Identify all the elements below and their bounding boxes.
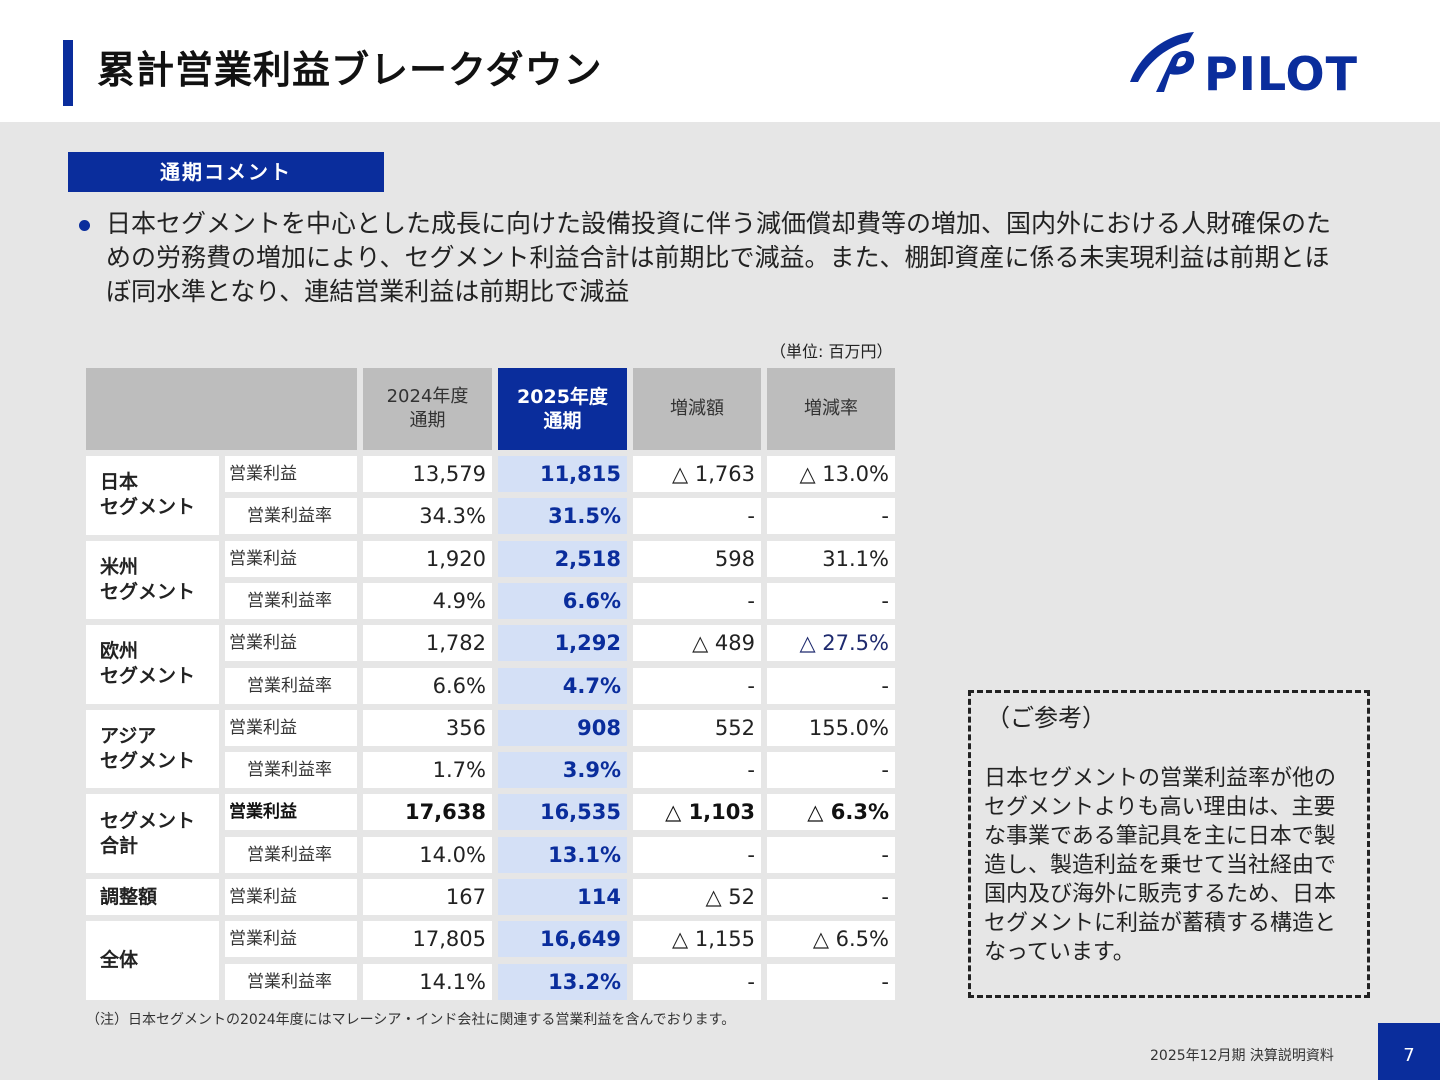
value-diff: △ 52 (633, 879, 761, 915)
segment-name: 米州 セグメント (86, 540, 219, 620)
segment-name: 欧州 セグメント (86, 625, 219, 704)
value-2024: 1.7% (363, 752, 492, 789)
value-2025: 2,518 (498, 540, 627, 577)
value-diff: 598 (633, 540, 761, 577)
header (0, 0, 1440, 122)
value-diff: - (633, 667, 761, 704)
value-2024: 1,920 (363, 540, 492, 577)
segment-name: アジア セグメント (86, 709, 219, 789)
value-diff: - (633, 836, 761, 873)
title-accent-bar (63, 40, 73, 106)
value-2025: 4.7% (498, 667, 627, 704)
value-rate: - (767, 963, 895, 1000)
row-label: 営業利益 (225, 921, 357, 958)
page-title: 累計営業利益ブレークダウン (97, 48, 603, 92)
row-label: 営業利益率 (225, 667, 357, 704)
row-label: 営業利益 (225, 879, 357, 915)
value-diff: - (633, 582, 761, 619)
value-rate: △ 6.3% (767, 794, 895, 831)
table-note: （注）日本セグメントの2024年度にはマレーシア・インド会社に関連する営業利益を… (86, 1012, 736, 1028)
row-label: 営業利益率 (225, 582, 357, 619)
value-2025: 908 (498, 709, 627, 746)
value-2024: 356 (363, 709, 492, 746)
value-2024: 17,805 (363, 921, 492, 958)
value-2025: 114 (498, 879, 627, 915)
value-rate: - (767, 498, 895, 535)
value-diff: △ 1,155 (633, 921, 761, 958)
value-2024: 14.1% (363, 963, 492, 1000)
header-rate: 増減率 (767, 368, 895, 450)
row-label: 営業利益 (225, 540, 357, 577)
logo-text: PILOT (1204, 47, 1358, 101)
header-2025: 2025年度 通期 (498, 368, 627, 450)
row-label: 営業利益率 (225, 752, 357, 789)
value-diff: - (633, 752, 761, 789)
value-2025: 13.2% (498, 963, 627, 1000)
segment-name: 全体 (86, 921, 219, 1000)
segment-name: 調整額 (86, 879, 219, 915)
value-2025: 16,649 (498, 921, 627, 958)
pilot-logo-icon (1130, 32, 1195, 92)
value-rate: - (767, 879, 895, 915)
value-2024: 13,579 (363, 456, 492, 492)
comment-text: 日本セグメントを中心とした成長に向けた設備投資に伴う減価償却費等の増加、国内外に… (106, 209, 1332, 306)
value-2025: 3.9% (498, 752, 627, 789)
value-diff: △ 489 (633, 625, 761, 662)
value-rate: - (767, 836, 895, 873)
footer-doc-title: 2025年12月期 決算説明資料 (1150, 1048, 1334, 1064)
value-diff: △ 1,103 (633, 794, 761, 831)
row-label: 営業利益 (225, 456, 357, 492)
value-rate: △ 6.5% (767, 921, 895, 958)
value-diff: - (633, 963, 761, 1000)
row-label: 営業利益率 (225, 836, 357, 873)
reference-box (968, 690, 1370, 998)
row-label: 営業利益率 (225, 963, 357, 1000)
reference-title: （ご参考） (986, 704, 1106, 732)
value-rate: - (767, 582, 895, 619)
row-label: 営業利益 (225, 709, 357, 746)
value-2024: 34.3% (363, 498, 492, 535)
value-2024: 17,638 (363, 794, 492, 831)
row-label: 営業利益 (225, 625, 357, 662)
row-label: 営業利益率 (225, 498, 357, 535)
reference-text: 日本セグメントの営業利益率が他のセグメントよりも高い理由は、主要な事業である筆記… (984, 766, 1337, 965)
value-rate: △ 13.0% (767, 456, 895, 492)
value-2025: 31.5% (498, 498, 627, 535)
row-label: 営業利益 (225, 794, 357, 831)
value-rate: - (767, 667, 895, 704)
comment-label: 通期コメント (68, 152, 384, 192)
value-2024: 4.9% (363, 582, 492, 619)
header-2024: 2024年度 通期 (363, 368, 492, 450)
header-blank (86, 368, 357, 450)
header-diff: 増減額 (633, 368, 761, 450)
bullet-icon (79, 220, 90, 231)
unit-label: （単位: 百万円） (770, 342, 893, 361)
segment-name: 日本 セグメント (86, 456, 219, 535)
value-rate: 31.1% (767, 540, 895, 577)
value-2025: 11,815 (498, 456, 627, 492)
page-number: 7 (1378, 1023, 1440, 1080)
value-diff: △ 1,763 (633, 456, 761, 492)
value-diff: 552 (633, 709, 761, 746)
value-rate: 155.0% (767, 709, 895, 746)
value-2025: 16,535 (498, 794, 627, 831)
value-2024: 1,782 (363, 625, 492, 662)
value-rate: - (767, 752, 895, 789)
value-2024: 167 (363, 879, 492, 915)
value-diff: - (633, 498, 761, 535)
value-rate: △ 27.5% (767, 625, 895, 662)
value-2025: 13.1% (498, 836, 627, 873)
value-2025: 1,292 (498, 625, 627, 662)
value-2024: 6.6% (363, 667, 492, 704)
value-2025: 6.6% (498, 582, 627, 619)
value-2024: 14.0% (363, 836, 492, 873)
segment-name: セグメント 合計 (86, 794, 219, 873)
